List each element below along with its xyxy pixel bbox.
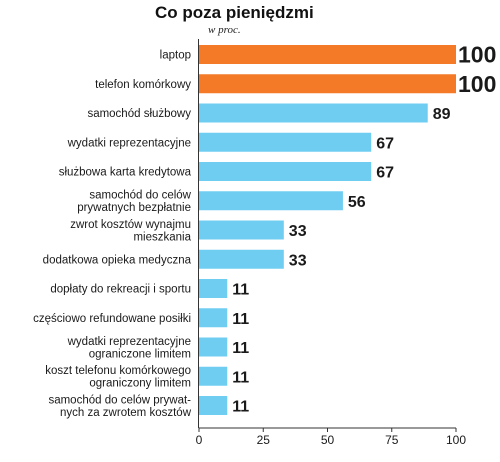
bar [199, 162, 372, 181]
bar [199, 396, 228, 415]
value-label: 11 [232, 369, 249, 386]
category-label: samochód do celów prywat-nych za zwrotem… [48, 394, 191, 419]
bar [199, 103, 428, 123]
value-labels-group: 100 100 89 67 67 56 33 33 11 11 11 11 11 [232, 42, 496, 416]
category-label: służbowa karta kredytowa [59, 167, 192, 179]
x-tick-label: 0 [196, 433, 203, 447]
value-label: 100 [458, 71, 496, 97]
category-label: wydatki reprezentacyjne [67, 137, 191, 149]
bar [199, 249, 284, 269]
category-label: wydatki reprezentacyjne ograniczone limit… [67, 336, 191, 361]
category-label: zwrot kosztów wynajmu mieszkania [70, 219, 191, 244]
bar [199, 366, 228, 386]
category-label: dopłaty do rekreacji i sportu [50, 284, 191, 296]
chart-subtitle: w proc. [208, 24, 241, 36]
value-label: 67 [376, 165, 394, 182]
value-label: 33 [289, 223, 307, 240]
bar [199, 279, 228, 298]
bar [199, 337, 228, 357]
value-label: 11 [232, 282, 249, 299]
chart-title: Co poza pieniędzmi [155, 3, 314, 22]
value-label: 33 [289, 252, 307, 269]
x-tick-label: 100 [446, 433, 466, 447]
category-labels-group: laptop telefon komórkowy samochód służbowy… [33, 50, 192, 419]
value-label: 11 [232, 340, 249, 357]
value-label: 11 [232, 311, 249, 328]
bar [199, 74, 456, 94]
value-label: 56 [348, 194, 366, 211]
value-label: 11 [232, 399, 249, 416]
bar [199, 45, 456, 64]
x-axis: 0 25 50 75 100 [196, 39, 466, 447]
bar [199, 191, 343, 211]
value-label: 100 [458, 42, 496, 68]
bar [199, 220, 284, 240]
x-tick-label: 25 [257, 433, 271, 447]
value-label: 89 [433, 106, 451, 123]
category-label: koszt telefonu komórkowego ograniczony li… [45, 365, 191, 390]
category-label: samochód służbowy [87, 108, 191, 120]
category-label: telefon komórkowy [95, 79, 191, 91]
category-label: laptop [160, 50, 191, 62]
category-label: częściowo refundowane posiłki [33, 313, 191, 325]
bar [199, 132, 372, 152]
category-label: dodatkowa opieka medyczna [43, 254, 192, 266]
x-tick-label: 50 [321, 433, 335, 447]
bar [199, 308, 228, 328]
bars-group [199, 45, 456, 415]
x-tick-label: 75 [385, 433, 399, 447]
value-label: 67 [376, 135, 394, 152]
category-label: samochód do celów prywatnych bezpłatnie [77, 190, 191, 215]
